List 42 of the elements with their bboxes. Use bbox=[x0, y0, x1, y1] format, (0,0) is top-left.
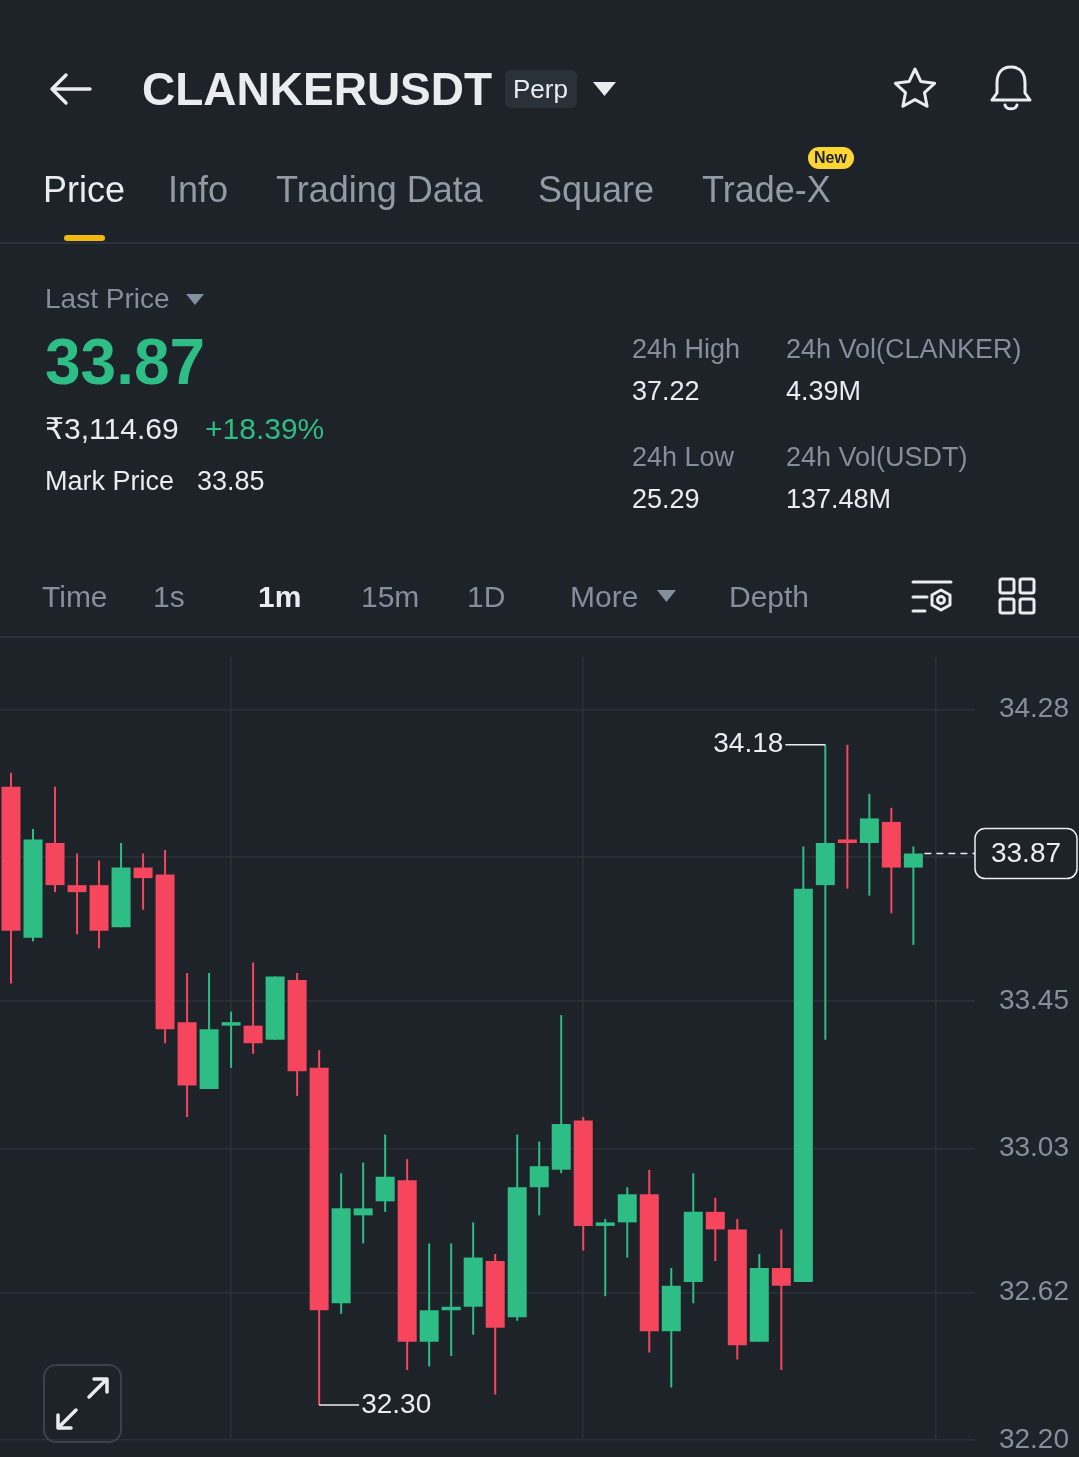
text: 137.48M bbox=[786, 484, 892, 514]
text: +18.39% bbox=[205, 412, 325, 445]
candlestick bbox=[221, 1011, 241, 1068]
text: Mark Price bbox=[45, 466, 175, 496]
chart-title: CLANKERUSDT bbox=[142, 63, 493, 115]
text: Perp bbox=[513, 74, 568, 104]
annotation: 32.30 bbox=[361, 1387, 432, 1419]
text: 1m bbox=[258, 580, 302, 613]
text: 24h Low bbox=[632, 442, 735, 472]
annotation: 34.18 bbox=[713, 727, 784, 759]
text: 24h High bbox=[632, 334, 741, 364]
text: Last Price bbox=[45, 283, 170, 314]
text: 25.29 bbox=[632, 484, 700, 514]
text: 33.85 bbox=[197, 466, 265, 496]
candlestick bbox=[837, 744, 857, 889]
y-tick-label: 33.03 bbox=[998, 1131, 1069, 1163]
text: New bbox=[814, 149, 847, 166]
text: 4.39M bbox=[786, 376, 862, 406]
text: Price bbox=[43, 169, 126, 210]
candlestick bbox=[353, 1162, 373, 1244]
text: Info bbox=[168, 169, 229, 210]
text: Depth bbox=[729, 580, 810, 613]
candlestick bbox=[595, 1218, 615, 1297]
y-tick-label: 34.28 bbox=[998, 692, 1069, 724]
text: 37.22 bbox=[632, 376, 700, 406]
text: Trading Data bbox=[276, 169, 483, 210]
y-tick-label: 33.45 bbox=[998, 983, 1069, 1015]
y-tick-label: 32.20 bbox=[998, 1422, 1069, 1454]
text: 15m bbox=[361, 580, 420, 613]
ref-line-label: 33.87 bbox=[990, 837, 1062, 869]
text: Time bbox=[42, 580, 108, 613]
text: 1s bbox=[153, 580, 185, 613]
text: 24h Vol(CLANKER) bbox=[786, 334, 1022, 364]
text: ₹3,114.69 bbox=[45, 412, 179, 445]
text: 33.87 bbox=[45, 326, 206, 398]
candlestick bbox=[67, 853, 87, 935]
text: 1D bbox=[467, 580, 506, 613]
text: 24h Vol(USDT) bbox=[786, 442, 968, 472]
text: More bbox=[570, 580, 639, 613]
text: Trade-X bbox=[702, 169, 831, 210]
text: Square bbox=[538, 169, 655, 210]
y-tick-label: 32.62 bbox=[998, 1275, 1069, 1307]
